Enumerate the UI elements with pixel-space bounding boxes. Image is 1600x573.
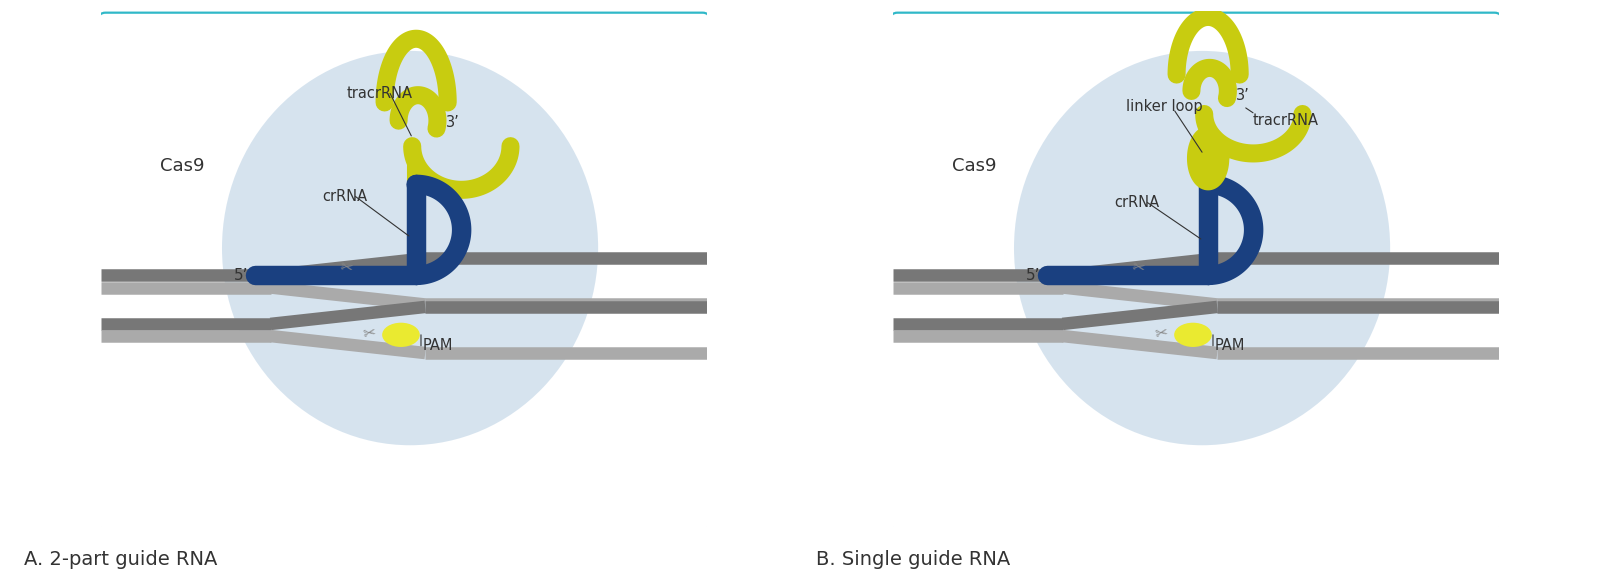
Text: 3’: 3’ [1237,88,1250,103]
FancyBboxPatch shape [98,13,710,529]
Text: crRNA: crRNA [1114,195,1160,210]
FancyBboxPatch shape [890,13,1502,529]
Text: Cas9: Cas9 [160,157,205,175]
Text: 3’: 3’ [445,115,459,130]
Text: A. 2-part guide RNA: A. 2-part guide RNA [24,550,218,569]
Text: ✂: ✂ [339,260,354,277]
Ellipse shape [222,51,598,445]
Text: linker loop: linker loop [1126,99,1203,114]
Text: Cas9: Cas9 [952,157,997,175]
Text: tracrRNA: tracrRNA [1253,112,1318,128]
Text: ✂: ✂ [1154,325,1170,342]
Text: crRNA: crRNA [322,189,368,204]
Text: tracrRNA: tracrRNA [346,86,413,101]
Text: ✂: ✂ [362,325,378,342]
Text: PAM: PAM [422,338,453,353]
Text: PAM: PAM [1214,338,1245,353]
Ellipse shape [1174,323,1211,347]
Text: 5’: 5’ [1026,268,1040,283]
Text: 5’: 5’ [234,268,248,283]
Text: ✂: ✂ [1131,260,1146,277]
Ellipse shape [1014,51,1390,445]
Text: B. Single guide RNA: B. Single guide RNA [816,550,1010,569]
Ellipse shape [382,323,419,347]
